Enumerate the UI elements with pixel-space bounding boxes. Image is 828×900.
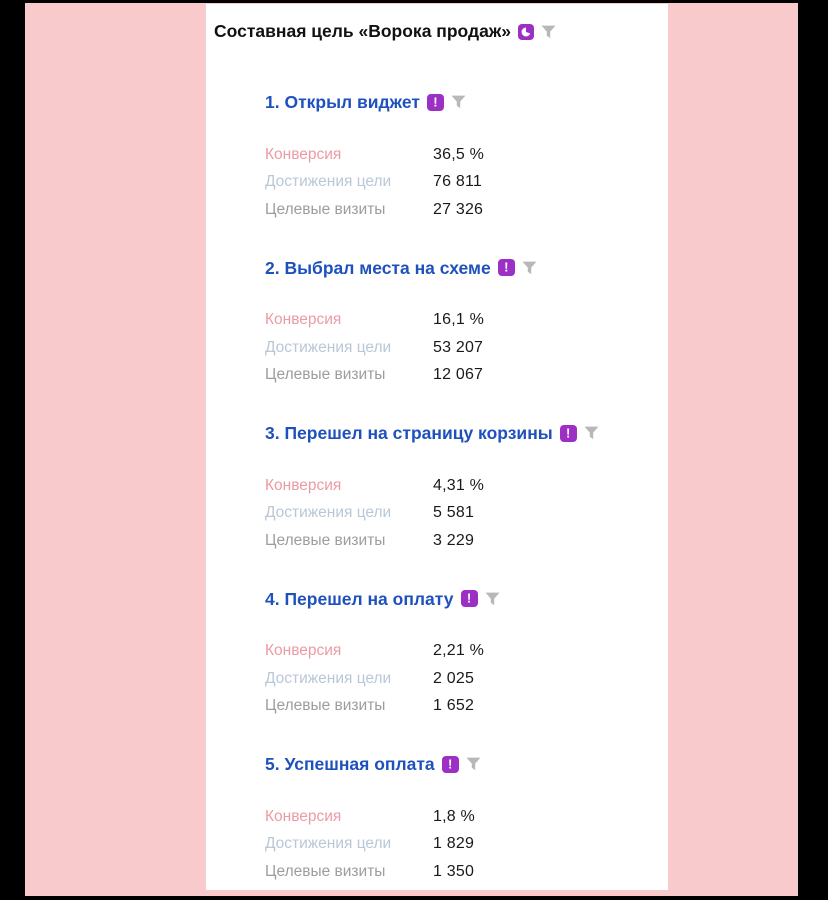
metric-row-conversion: Конверсия 2,21 % [265,638,668,666]
filter-funnel-icon[interactable] [485,592,500,606]
metric-value: 12 067 [433,366,484,384]
goal-step-title[interactable]: 2. Выбрал места на схеме [265,257,491,278]
metric-label: Достижения цели [265,338,392,356]
filter-funnel-icon[interactable] [522,261,537,275]
metric-label: Конверсия [265,642,342,660]
metric-label: Достижения цели [265,669,392,687]
metrics-block: Конверсия 1,8 % Достижения цели 1 829 Це… [265,803,668,886]
metric-value: 36,5 % [433,145,485,163]
metric-row-conversion: Конверсия 4,31 % [265,472,668,500]
goal-step-4-heading[interactable]: 4. Перешел на оплату ! [265,589,668,609]
filter-funnel-icon[interactable] [541,25,556,39]
metric-row-target-visits: Целевые визиты 1 652 [265,693,668,721]
metric-label: Целевые визиты [265,531,386,549]
metric-value: 3 229 [433,531,475,549]
goal-type-badge-icon: ! [441,755,459,773]
filter-funnel-icon[interactable] [451,95,466,109]
goal-type-badge-icon: ! [460,590,478,607]
metric-label: Конверсия [265,476,342,494]
goal-steps-list: 1. Открыл виджет ! Конверсия 36,5 % Дост… [206,92,668,886]
goal-step-title[interactable]: 5. Успешная оплата [265,754,435,774]
metric-row-conversion: Конверсия 16,1 % [265,307,668,335]
metric-label: Целевые визиты [265,697,386,715]
goal-step-1-heading[interactable]: 1. Открыл виджет ! [265,92,668,112]
metric-row-goal-reaches: Достижения цели 53 207 [265,334,668,362]
metric-value: 4,31 % [433,476,485,494]
metric-label: Конверсия [265,145,342,163]
metric-value: 1 829 [433,835,475,853]
metric-row-goal-reaches: Достижения цели 2 025 [265,665,668,693]
metric-row-target-visits: Целевые визиты 1 350 [265,858,668,886]
metric-value: 53 207 [433,338,484,356]
metric-label: Достижения цели [265,504,392,522]
metric-row-conversion: Конверсия 36,5 % [265,141,668,169]
composite-goal-icon [518,23,534,40]
metric-label: Целевые визиты [265,862,386,880]
metric-label: Конверсия [265,807,342,825]
goal-type-badge-icon: ! [559,424,577,442]
page-title: Составная цель «Ворока продаж» [214,21,511,41]
metric-value: 1 652 [433,697,475,715]
metric-label: Целевые визиты [265,366,386,384]
funnel-report-card: Составная цель «Ворока продаж» 1. Открыл… [206,4,668,890]
metric-row-conversion: Конверсия 1,8 % [265,803,668,831]
metric-row-target-visits: Целевые визиты 3 229 [265,527,668,555]
metric-row-target-visits: Целевые визиты 27 326 [265,196,668,224]
goal-step-1: 1. Открыл виджет ! Конверсия 36,5 % Дост… [265,92,668,224]
goal-step-5: 5. Успешная оплата ! Конверсия 1,8 % Дос… [265,754,668,886]
metric-row-goal-reaches: Достижения цели 76 811 [265,169,668,197]
goal-type-badge-icon: ! [497,259,515,276]
metrics-block: Конверсия 2,21 % Достижения цели 2 025 Ц… [265,638,668,721]
metric-value: 76 811 [433,173,482,191]
goal-type-badge-icon: ! [426,93,444,111]
goal-step-2: 2. Выбрал места на схеме ! Конверсия 16,… [265,258,668,390]
metric-value: 2 025 [433,669,475,687]
goal-step-title[interactable]: 3. Перешел на страницу корзины [265,423,553,443]
metric-value: 5 581 [433,504,475,522]
metric-value: 2,21 % [433,642,485,660]
metric-value: 1,8 % [433,807,475,825]
goal-step-title[interactable]: 1. Открыл виджет [265,92,420,112]
metric-label: Целевые визиты [265,200,386,218]
goal-step-3: 3. Перешел на страницу корзины ! Конверс… [265,423,668,555]
goal-step-4: 4. Перешел на оплату ! Конверсия 2,21 % … [265,589,668,721]
metrics-block: Конверсия 16,1 % Достижения цели 53 207 … [265,307,668,390]
metric-row-goal-reaches: Достижения цели 5 581 [265,500,668,528]
goal-step-2-heading[interactable]: 2. Выбрал места на схеме ! [265,258,668,278]
report-header: Составная цель «Ворока продаж» [206,4,668,42]
metric-label: Достижения цели [265,173,392,191]
metric-value: 16,1 % [433,311,485,329]
metrics-block: Конверсия 4,31 % Достижения цели 5 581 Ц… [265,472,668,555]
metric-row-goal-reaches: Достижения цели 1 829 [265,831,668,859]
metric-row-target-visits: Целевые визиты 12 067 [265,362,668,390]
metrics-block: Конверсия 36,5 % Достижения цели 76 811 … [265,141,668,224]
metric-label: Достижения цели [265,835,392,853]
metric-label: Конверсия [265,311,342,329]
filter-funnel-icon[interactable] [466,757,481,771]
metric-value: 27 326 [433,200,484,218]
metric-value: 1 350 [433,862,475,880]
goal-step-title[interactable]: 4. Перешел на оплату [265,588,454,609]
goal-step-5-heading[interactable]: 5. Успешная оплата ! [265,754,668,774]
filter-funnel-icon[interactable] [584,426,599,440]
goal-step-3-heading[interactable]: 3. Перешел на страницу корзины ! [265,423,668,443]
